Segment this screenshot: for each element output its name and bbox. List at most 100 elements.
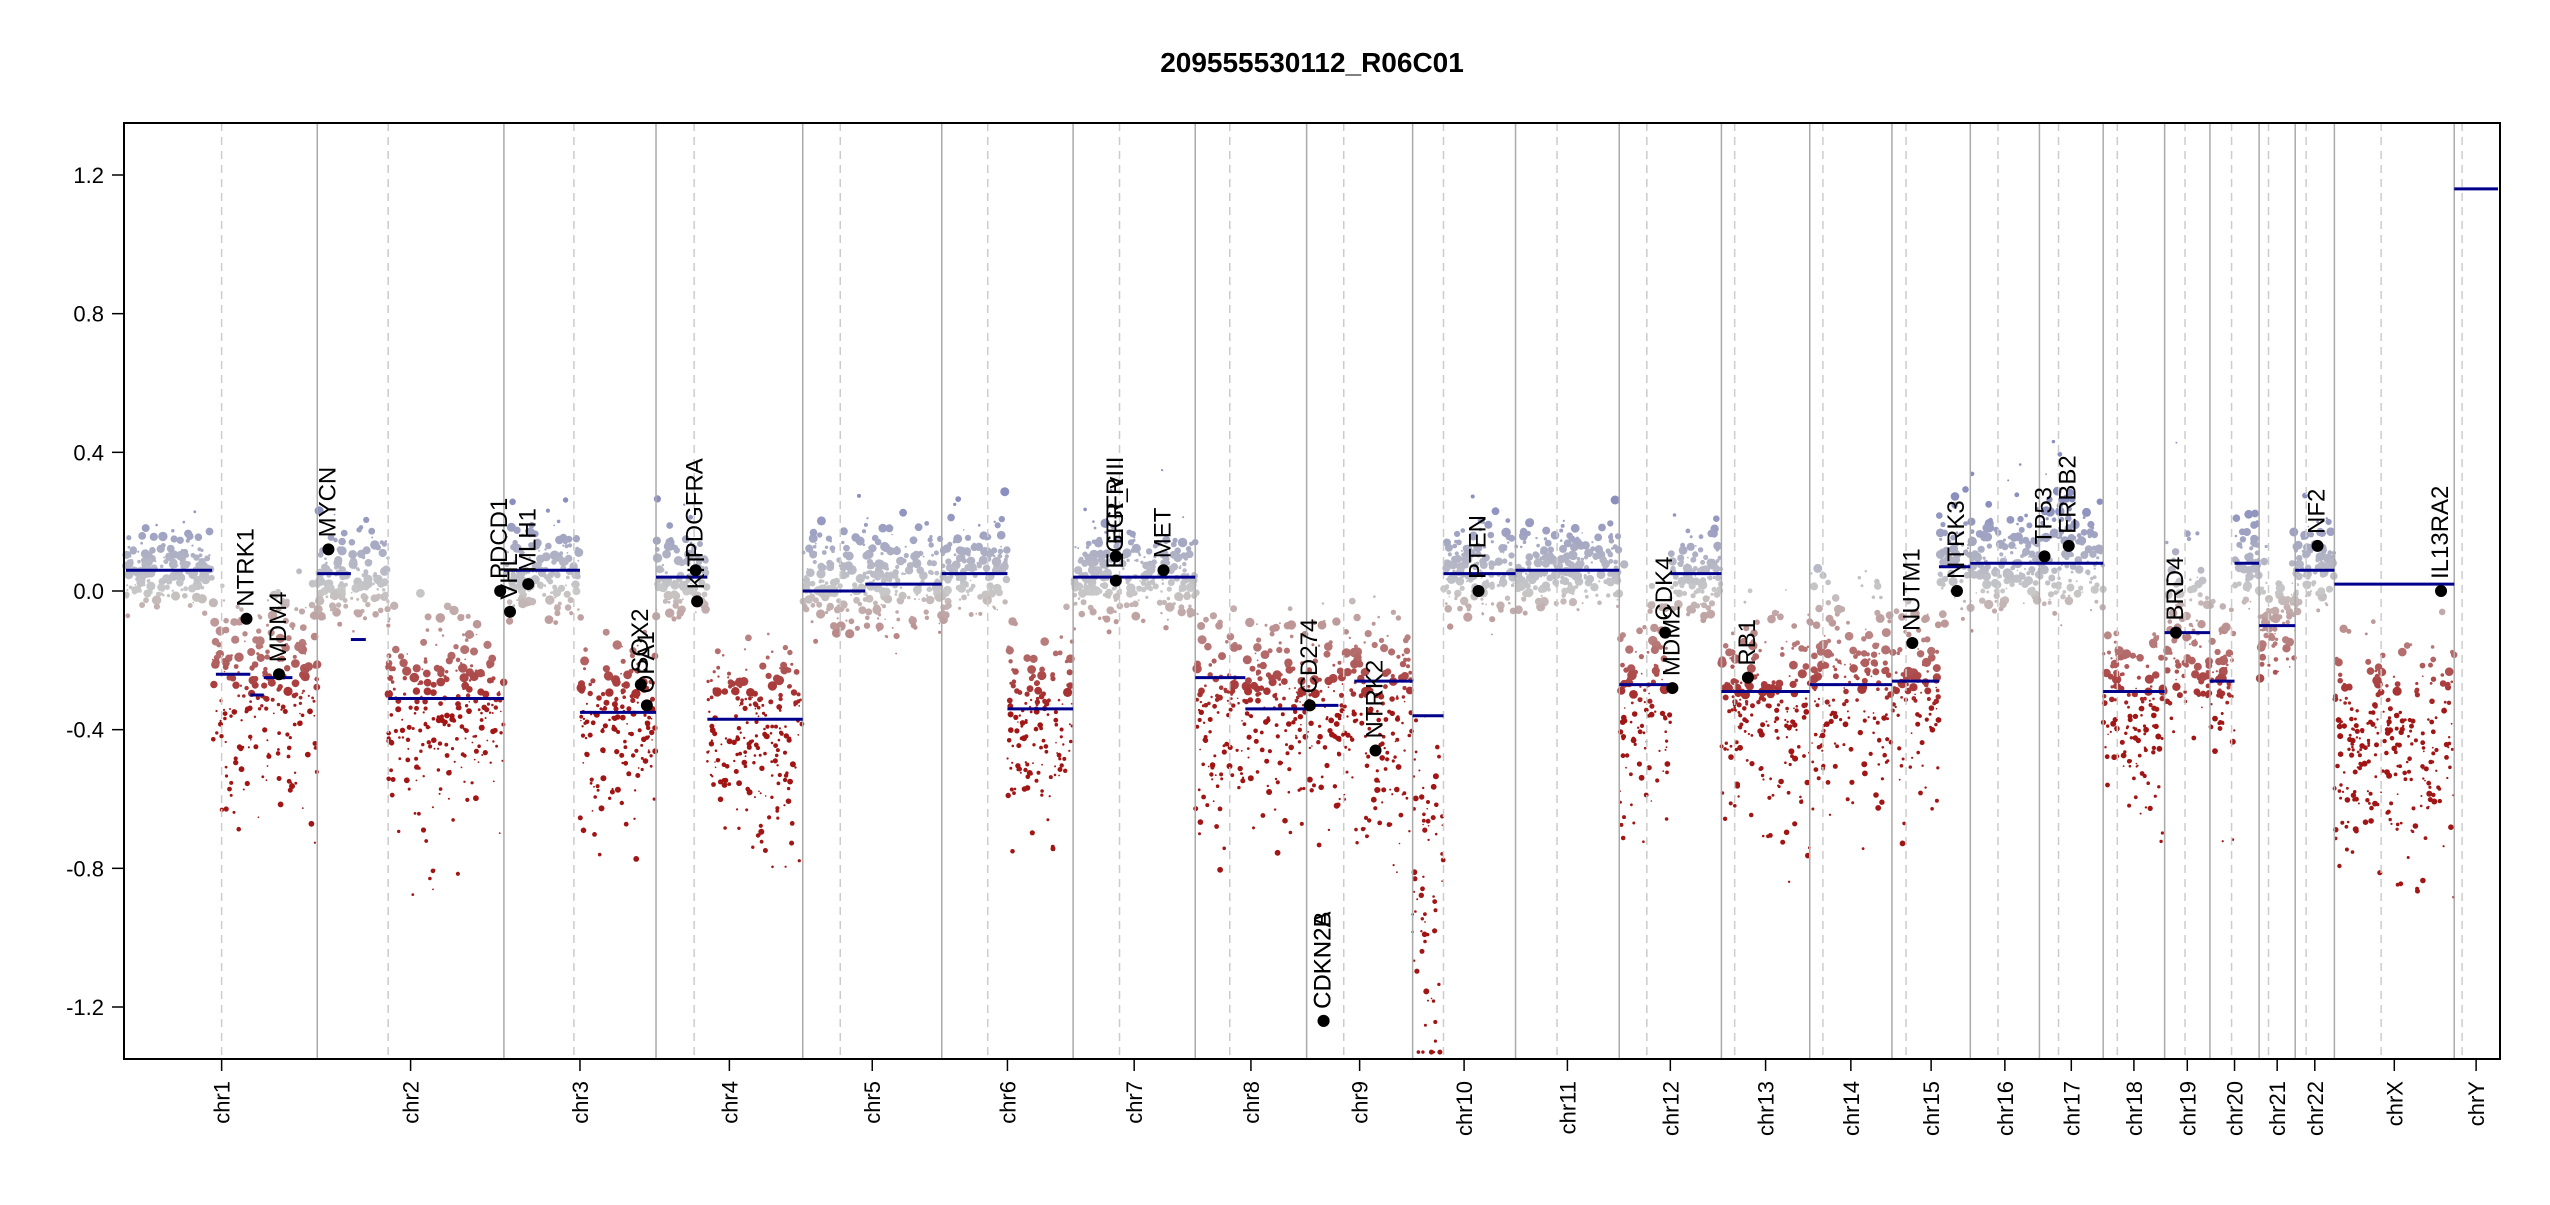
probe-point <box>253 715 257 718</box>
probe-point <box>1637 697 1643 703</box>
probe-point <box>233 664 239 669</box>
probe-point <box>1517 582 1526 591</box>
probe-point <box>884 618 886 620</box>
probe-point <box>1771 793 1775 797</box>
probe-point <box>1873 792 1879 798</box>
probe-point <box>529 598 537 606</box>
probe-point <box>914 523 923 532</box>
probe-point <box>2103 631 2112 640</box>
probe-point <box>1935 707 1938 710</box>
probe-point <box>1183 556 1189 561</box>
probe-point <box>470 781 474 785</box>
probe-point <box>717 675 720 678</box>
probe-point <box>260 704 264 708</box>
probe-point <box>1291 720 1296 725</box>
probe-point <box>896 617 901 622</box>
probe-point <box>2273 657 2279 662</box>
probe-point <box>229 780 234 785</box>
probe-point <box>419 749 423 753</box>
probe-point <box>1926 697 1931 701</box>
probe-point <box>1734 747 1739 752</box>
probe-point <box>1317 620 1327 630</box>
probe-point <box>626 723 628 725</box>
probe-point <box>465 797 470 803</box>
probe-point <box>449 716 456 723</box>
probe-point <box>2136 675 2141 680</box>
probe-point <box>2156 635 2160 639</box>
probe-point <box>1868 658 1871 661</box>
probe-point <box>1881 715 1887 721</box>
probe-point <box>1738 725 1743 730</box>
probe-point <box>1833 667 1838 672</box>
probe-point <box>1545 551 1555 562</box>
probe-point <box>1377 820 1383 826</box>
probe-point <box>554 571 561 579</box>
probe-point <box>1327 686 1330 689</box>
probe-point <box>1914 693 1916 696</box>
probe-point <box>745 808 749 812</box>
probe-point <box>464 630 474 639</box>
probe-point <box>224 774 229 778</box>
probe-point <box>1651 666 1660 675</box>
probe-point <box>603 671 614 681</box>
probe-point <box>2005 558 2007 561</box>
probe-point <box>1365 834 1369 839</box>
probe-point <box>1136 585 1140 590</box>
probe-point <box>1975 592 1978 594</box>
probe-point <box>1165 602 1175 612</box>
probe-point <box>293 771 297 774</box>
probe-point <box>636 644 639 647</box>
probe-point <box>412 664 421 673</box>
probe-point <box>1309 675 1320 685</box>
probe-point <box>1396 654 1401 659</box>
probe-point <box>1533 558 1543 568</box>
probe-point <box>418 728 423 733</box>
probe-point <box>461 681 470 690</box>
probe-point <box>629 731 634 737</box>
probe-point <box>554 610 561 617</box>
probe-point <box>1260 813 1266 818</box>
probe-point <box>2290 593 2293 596</box>
probe-point <box>233 759 239 766</box>
probe-point <box>2006 516 2015 524</box>
probe-point <box>215 626 225 636</box>
probe-point <box>1026 685 1034 693</box>
probe-point <box>673 547 680 554</box>
probe-point <box>1444 585 1449 590</box>
probe-point <box>1182 568 1187 573</box>
probe-point <box>1664 748 1667 751</box>
probe-point <box>806 568 815 577</box>
probe-point <box>2195 531 2200 536</box>
probe-point <box>588 682 592 687</box>
probe-point <box>2402 770 2407 776</box>
probe-point <box>1712 575 1716 580</box>
probe-point <box>1728 754 1734 760</box>
probe-point <box>1167 566 1175 575</box>
probe-point <box>277 801 284 808</box>
probe-point <box>741 759 748 766</box>
probe-point <box>1941 529 1948 537</box>
probe-point <box>399 727 405 734</box>
probe-point <box>232 681 240 689</box>
probe-point <box>1027 665 1036 674</box>
probe-point <box>1503 586 1505 588</box>
probe-point <box>1401 653 1405 657</box>
probe-point <box>285 635 292 642</box>
probe-point <box>830 622 838 630</box>
probe-point <box>1255 770 1260 774</box>
probe-point <box>1970 563 1977 571</box>
probe-point <box>1278 683 1282 686</box>
probe-point <box>215 709 218 713</box>
probe-point <box>1257 663 1262 668</box>
probe-point <box>1312 620 1317 625</box>
probe-point <box>945 563 954 572</box>
probe-point <box>1000 562 1009 571</box>
probe-point <box>1629 690 1638 699</box>
probe-point <box>1935 688 1940 693</box>
probe-point <box>826 605 832 611</box>
probe-point <box>1576 541 1579 543</box>
probe-point <box>1637 726 1640 729</box>
probe-point <box>1686 542 1695 551</box>
probe-point <box>992 605 995 609</box>
probe-point <box>1135 558 1139 563</box>
